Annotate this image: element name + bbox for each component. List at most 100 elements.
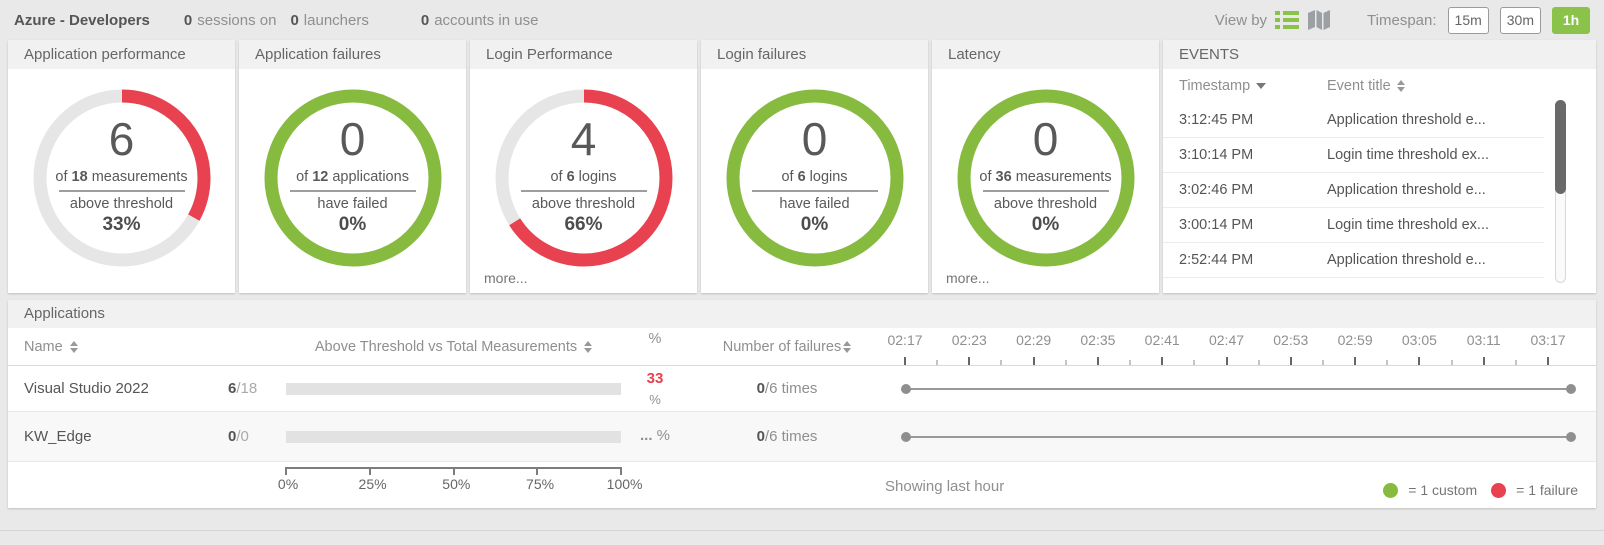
- sort-threshold[interactable]: Above Threshold vs Total Measurements: [286, 339, 621, 355]
- accounts-metric: 0 accounts in use: [421, 12, 539, 29]
- timeline-start-dot: [901, 383, 911, 394]
- bottom-strip: [0, 508, 1604, 530]
- showing-last-hour-note: Showing last hour: [885, 478, 1005, 495]
- gauge-value: 4: [570, 113, 597, 165]
- donut-ring: [33, 89, 210, 267]
- event-title: Login time threshold ex...: [1327, 217, 1490, 233]
- applications-footer-row: 0% 25% 50% 75% 100% Showing last hour = 1 cu…: [8, 462, 1596, 507]
- gauge-of-line: of 6 logins: [550, 169, 617, 185]
- applications-title: Applications: [8, 300, 1596, 328]
- events-list: 3:12:45 PM Application threshold e... 3:…: [1163, 103, 1544, 278]
- event-title: Login time threshold ex...: [1327, 147, 1490, 163]
- launchers-label: launchers: [303, 11, 369, 29]
- time-tick-label: 02:35: [1080, 332, 1116, 348]
- timeline-row: [885, 412, 1596, 461]
- event-row[interactable]: 2:52:44 PM Application threshold e...: [1163, 243, 1544, 278]
- gauge-of-line: of 18 measurements: [55, 169, 188, 185]
- launchers-metric: 0 launchers: [290, 12, 368, 29]
- donut-ring: [495, 89, 672, 267]
- event-row[interactable]: 3:12:45 PM Application threshold e...: [1163, 103, 1544, 138]
- timespan-15m-button[interactable]: 15m: [1447, 6, 1489, 34]
- more-link[interactable]: more...: [484, 270, 528, 286]
- events-scrollbar[interactable]: [1555, 100, 1566, 283]
- events-sort-timestamp[interactable]: Timestamp: [1179, 78, 1327, 94]
- sort-failures[interactable]: Number of failures: [689, 339, 885, 355]
- sort-icon: [1396, 80, 1405, 92]
- donut-gauge: 0 of 6 logins have failed 0%: [722, 85, 908, 271]
- event-timestamp: 3:02:46 PM: [1179, 182, 1254, 198]
- gauge-sub-line: have failed: [779, 196, 850, 212]
- application-name: Visual Studio 2022: [24, 380, 149, 397]
- sessions-count: 0: [183, 11, 193, 29]
- gauge-value: 6: [108, 113, 135, 165]
- gauge-card-title: Login Performance: [470, 40, 697, 69]
- events-header-row: Timestamp Event title: [1163, 69, 1596, 103]
- list-view-icon[interactable]: [1275, 9, 1300, 31]
- axis-tick-label: 100%: [606, 476, 643, 492]
- legend: = 1 custom = 1 failure: [1383, 482, 1578, 498]
- threshold-ratio: 0/0: [228, 428, 249, 445]
- application-name: KW_Edge: [24, 428, 92, 445]
- sort-name[interactable]: Name: [8, 339, 228, 355]
- more-link[interactable]: more...: [946, 270, 990, 286]
- event-row[interactable]: 3:00:14 PM Login time threshold ex...: [1163, 208, 1544, 243]
- gauge-value: 0: [339, 113, 366, 165]
- gauge-divider: [289, 190, 416, 192]
- launchers-count: 0: [290, 11, 299, 29]
- sort-desc-icon: [1256, 83, 1267, 89]
- gauge-of-line: of 12 applications: [296, 169, 409, 185]
- event-timestamp: 3:00:14 PM: [1179, 217, 1254, 233]
- red-dot-icon: [1491, 482, 1507, 498]
- gauge-percent: 33%: [102, 214, 141, 235]
- event-row[interactable]: 3:10:14 PM Login time threshold ex...: [1163, 138, 1544, 173]
- time-tick-label: 02:23: [951, 332, 987, 348]
- footer-timeline-area: Showing last hour = 1 custom = 1 failure: [885, 462, 1596, 507]
- gauge-card-title: Login failures: [701, 40, 928, 69]
- accounts-count: 0: [420, 11, 430, 29]
- gauge-value: 0: [801, 113, 828, 165]
- failures-cell: 0/6 times: [756, 428, 818, 445]
- percent-axis: 0% 25% 50% 75% 100%: [278, 462, 642, 507]
- gauge-percent: 66%: [564, 214, 603, 235]
- gauge-divider: [520, 190, 647, 192]
- dashboard-title: Azure - Developers: [14, 11, 150, 29]
- sort-percent[interactable]: %: [648, 331, 662, 347]
- timespan-30m-button[interactable]: 30m: [1499, 6, 1541, 34]
- event-timestamp: 3:10:14 PM: [1179, 147, 1254, 163]
- application-row-visual-studio[interactable]: Visual Studio 2022 6/18 33 % 0/6 times: [8, 366, 1596, 412]
- time-tick-label: 03:05: [1401, 332, 1437, 348]
- timeline-row: [885, 366, 1596, 411]
- legend-failure: = 1 failure: [1491, 482, 1578, 498]
- gauge-card-title: Application failures: [239, 40, 466, 69]
- events-sort-title[interactable]: Event title: [1327, 78, 1596, 94]
- timespan-label: Timespan:: [1367, 11, 1437, 29]
- map-view-icon[interactable]: [1307, 9, 1331, 31]
- time-tick-label: 02:29: [1016, 332, 1052, 348]
- time-tick-label: 03:11: [1466, 332, 1501, 348]
- applications-header-row: Name Above Threshold vs Total Measuremen…: [8, 328, 1596, 366]
- donut-ring: [264, 89, 441, 267]
- timeline-end-dot: [1566, 431, 1576, 442]
- donut-gauge: 6 of 18 measurements above threshold 33%: [29, 85, 215, 271]
- timespan-1h-button[interactable]: 1h: [1552, 6, 1590, 34]
- event-row[interactable]: 3:02:46 PM Application threshold e...: [1163, 173, 1544, 208]
- timeline-line: [905, 387, 1572, 390]
- gauge-divider: [982, 190, 1109, 192]
- gauge-card: Latency 0 of 36 measurements above thres…: [932, 40, 1159, 293]
- donut-gauge: 4 of 6 logins above threshold 66%: [491, 85, 677, 271]
- time-tick-label: 02:47: [1208, 332, 1245, 348]
- gauge-card-title: Latency: [932, 40, 1159, 69]
- gauge-percent: 0%: [338, 214, 367, 235]
- events-scrollbar-thumb[interactable]: [1555, 100, 1566, 195]
- time-tick-label: 02:41: [1144, 332, 1180, 348]
- events-panel: EVENTS Timestamp Event title 3:12:45 PM …: [1163, 40, 1596, 293]
- application-row-kw-edge[interactable]: KW_Edge 0/0 ... % 0/6 times: [8, 412, 1596, 462]
- accounts-label: accounts in use: [434, 11, 539, 29]
- green-dot-icon: [1383, 482, 1399, 498]
- sort-icon: [843, 340, 852, 353]
- top-bar: Azure - Developers 0 sessions on 0 launc…: [0, 0, 1604, 40]
- axis-tick-label: 75%: [526, 476, 555, 492]
- threshold-bar: [286, 430, 621, 443]
- event-title: Application threshold e...: [1327, 252, 1486, 268]
- percent-cell: 33 %: [646, 369, 664, 408]
